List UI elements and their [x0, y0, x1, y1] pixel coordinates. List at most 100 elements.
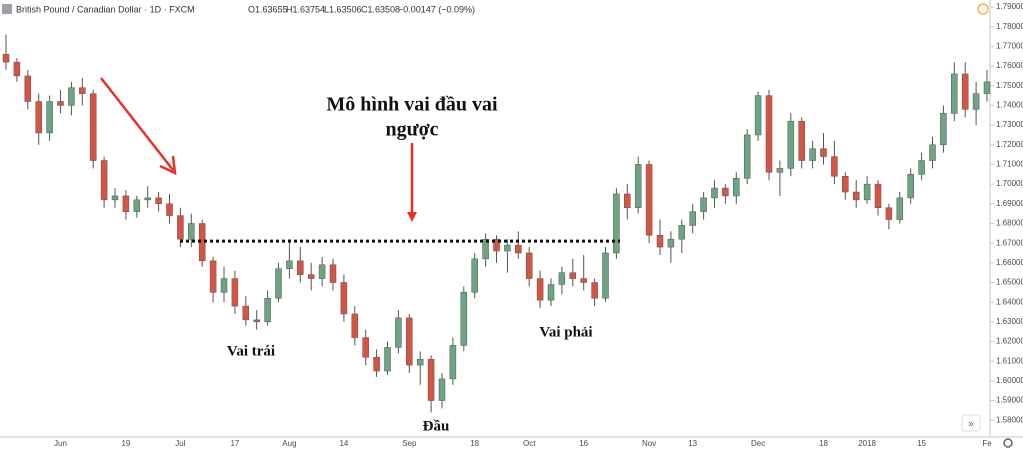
candle-body — [754, 95, 762, 136]
settings-icon[interactable] — [1003, 438, 1013, 448]
y-tick-label: 1.64000 — [996, 297, 1023, 306]
candle-body — [634, 164, 642, 208]
candle-body — [35, 101, 42, 134]
candle-body — [57, 101, 64, 106]
y-tick-label: 1.79000 — [996, 2, 1023, 11]
candle-body — [340, 282, 348, 315]
candle-body — [700, 197, 707, 212]
candle-body — [13, 61, 21, 77]
candle-body — [787, 120, 795, 169]
candle-body — [733, 177, 740, 197]
y-tick-label: 1.76000 — [996, 61, 1023, 70]
candle-body — [776, 168, 784, 173]
x-tick-label: 15 — [917, 439, 926, 448]
y-tick-label: 1.69000 — [996, 199, 1023, 208]
candle-body — [275, 268, 282, 299]
scroll-button[interactable] — [961, 414, 981, 432]
candle-body — [144, 197, 151, 201]
arrow-head — [159, 155, 177, 176]
candle-body — [613, 193, 620, 254]
candle-body — [525, 252, 533, 279]
x-tick-label: 17 — [230, 439, 239, 448]
candle-body — [547, 284, 555, 301]
candle-body — [253, 319, 260, 323]
y-tick-label: 1.73000 — [996, 120, 1023, 129]
candle-body — [351, 313, 359, 338]
y-tick-label: 1.60000 — [996, 376, 1023, 385]
candle-body — [863, 183, 871, 201]
y-tick-label: 1.61000 — [996, 356, 1023, 365]
candle-body — [373, 356, 380, 372]
y-tick-label: 1.58000 — [996, 415, 1023, 424]
change: −0.00147 (−0.09%) — [398, 4, 475, 14]
candle-body — [177, 215, 184, 240]
candle-body — [874, 183, 882, 208]
candle-body — [743, 134, 751, 179]
candle-body — [166, 203, 173, 216]
candle-body — [231, 278, 239, 307]
header: British Pound / Canadian Dollar · 1D · F… — [2, 4, 475, 14]
candle-body — [89, 93, 97, 161]
annotation: Vai trái — [227, 343, 275, 359]
candle-body — [536, 278, 544, 301]
candle-body — [711, 187, 718, 199]
candle-body — [133, 199, 141, 212]
symbol-icon — [2, 4, 12, 14]
annotation: Vai phải — [539, 324, 592, 340]
scroll-icon: » — [968, 419, 974, 430]
candle-body — [645, 164, 653, 236]
x-tick-label: Oct — [523, 439, 536, 448]
arrows — [100, 77, 414, 214]
candle-body — [188, 223, 195, 240]
candle-body — [885, 207, 893, 220]
subtitle: ngược — [385, 119, 438, 141]
candle-body — [242, 305, 250, 321]
candle-body — [406, 317, 413, 366]
candle-body — [318, 264, 326, 279]
y-tick-label: 1.72000 — [996, 140, 1023, 149]
y-tick-label: 1.65000 — [996, 278, 1023, 287]
x-tick-label: Jun — [54, 439, 67, 448]
y-tick-label: 1.63000 — [996, 317, 1023, 326]
candle-body — [820, 148, 827, 157]
candle-body — [307, 274, 315, 279]
x-tick-label: Dec — [751, 439, 765, 448]
y-tick-label: 1.66000 — [996, 258, 1023, 267]
candle-body — [122, 195, 130, 212]
candle-body — [809, 148, 816, 161]
x-tick-label: 14 — [339, 439, 348, 448]
y-tick-label: 1.75000 — [996, 81, 1023, 90]
candle-body — [569, 272, 577, 279]
open: O1.63655 — [248, 4, 288, 14]
high: H1.63754 — [286, 4, 325, 14]
candle-body — [983, 81, 991, 94]
candle-body — [297, 260, 304, 275]
clock-icon[interactable] — [977, 3, 989, 15]
candle-body — [896, 197, 904, 220]
candle-body — [842, 176, 849, 193]
candle-body — [972, 93, 980, 110]
candle-body — [362, 337, 369, 358]
candle-body — [591, 282, 598, 299]
y-tick-label: 1.74000 — [996, 101, 1023, 110]
y-tick-label: 1.77000 — [996, 42, 1023, 51]
candle-body — [209, 260, 217, 293]
candle-body — [395, 317, 402, 348]
candle-body — [624, 193, 631, 208]
candle-body — [929, 144, 936, 161]
x-tick-label: 13 — [688, 439, 697, 448]
x-tick-label: 18 — [819, 439, 828, 448]
candle-body — [438, 378, 446, 401]
candle-body — [384, 347, 391, 372]
x-tick-label: Sep — [402, 439, 417, 448]
candle-body — [504, 244, 511, 252]
candle-body — [907, 174, 914, 199]
y-tick-label: 1.70000 — [996, 179, 1023, 188]
candle-body — [46, 101, 53, 134]
candle-body — [558, 272, 566, 285]
candle-body — [765, 95, 773, 173]
title: Mô hình vai đầu vai — [326, 94, 498, 116]
y-tick-label: 1.67000 — [996, 238, 1023, 247]
x-tick-label: Aug — [282, 439, 296, 448]
